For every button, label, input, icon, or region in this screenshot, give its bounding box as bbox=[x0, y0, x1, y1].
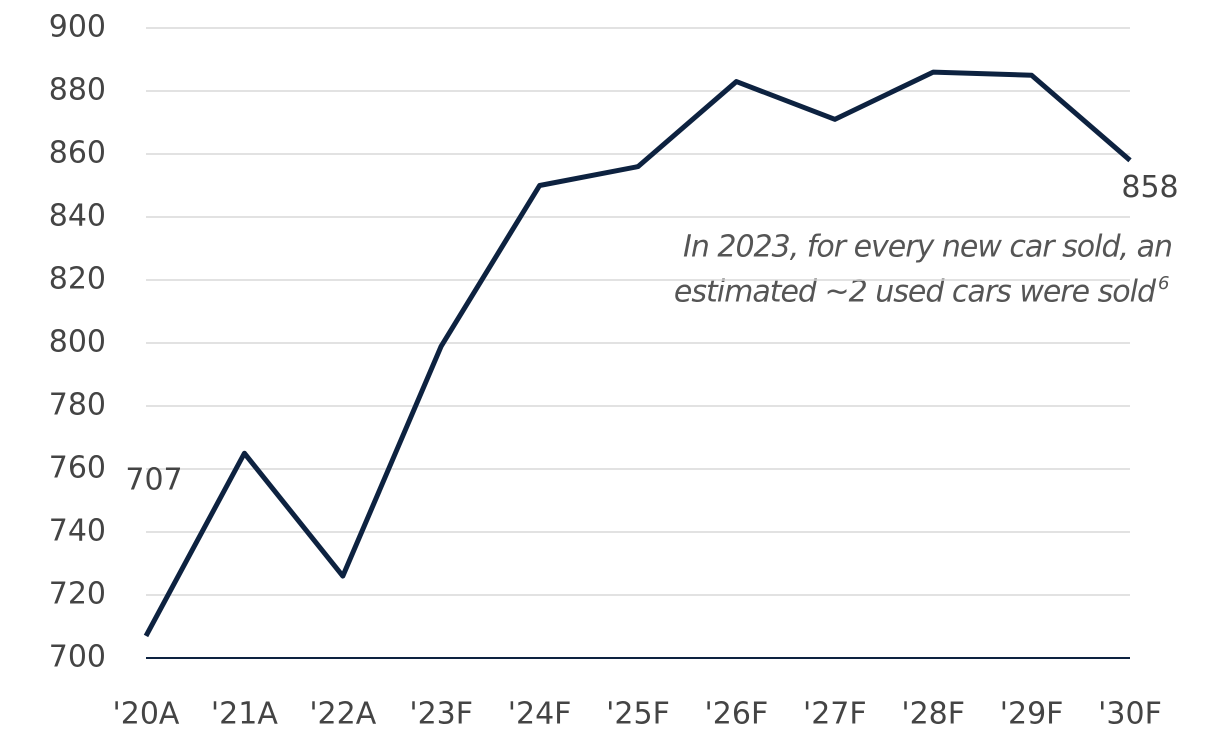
x-tick-label: '30F bbox=[1098, 697, 1162, 730]
y-tick-label: 720 bbox=[49, 577, 106, 612]
y-tick-label: 760 bbox=[49, 451, 106, 486]
y-tick-label: 800 bbox=[49, 325, 106, 360]
y-tick-label: 860 bbox=[49, 136, 106, 171]
annotation: In 2023, for every new car sold, an bbox=[683, 230, 1172, 265]
x-tick-label: '28F bbox=[901, 697, 965, 730]
y-tick-label: 840 bbox=[49, 199, 106, 234]
y-tick-label: 780 bbox=[49, 388, 106, 423]
x-tick-label: '25F bbox=[606, 697, 670, 730]
x-tick-label: '29F bbox=[1000, 697, 1064, 730]
annotation-superscript: 6 bbox=[1158, 273, 1169, 294]
x-tick-label: '26F bbox=[705, 697, 769, 730]
y-tick-label: 700 bbox=[49, 640, 106, 675]
line bbox=[143, 69, 1132, 638]
y-tick-label: 880 bbox=[49, 73, 106, 108]
data-label: 707 bbox=[125, 462, 182, 497]
x-tick-label: '23F bbox=[409, 697, 473, 730]
x-tick-label: '20A bbox=[113, 697, 180, 730]
y-tick-label: 740 bbox=[49, 514, 106, 549]
y-tick-label: 820 bbox=[49, 262, 106, 297]
x-tick-label: '21A bbox=[211, 697, 278, 730]
data-label: 858 bbox=[1121, 170, 1178, 205]
y-tick-label: 900 bbox=[49, 10, 106, 45]
x-tick-label: '24F bbox=[508, 697, 572, 730]
x-tick-label: '27F bbox=[803, 697, 867, 730]
x-tick-label: '22A bbox=[309, 697, 376, 730]
